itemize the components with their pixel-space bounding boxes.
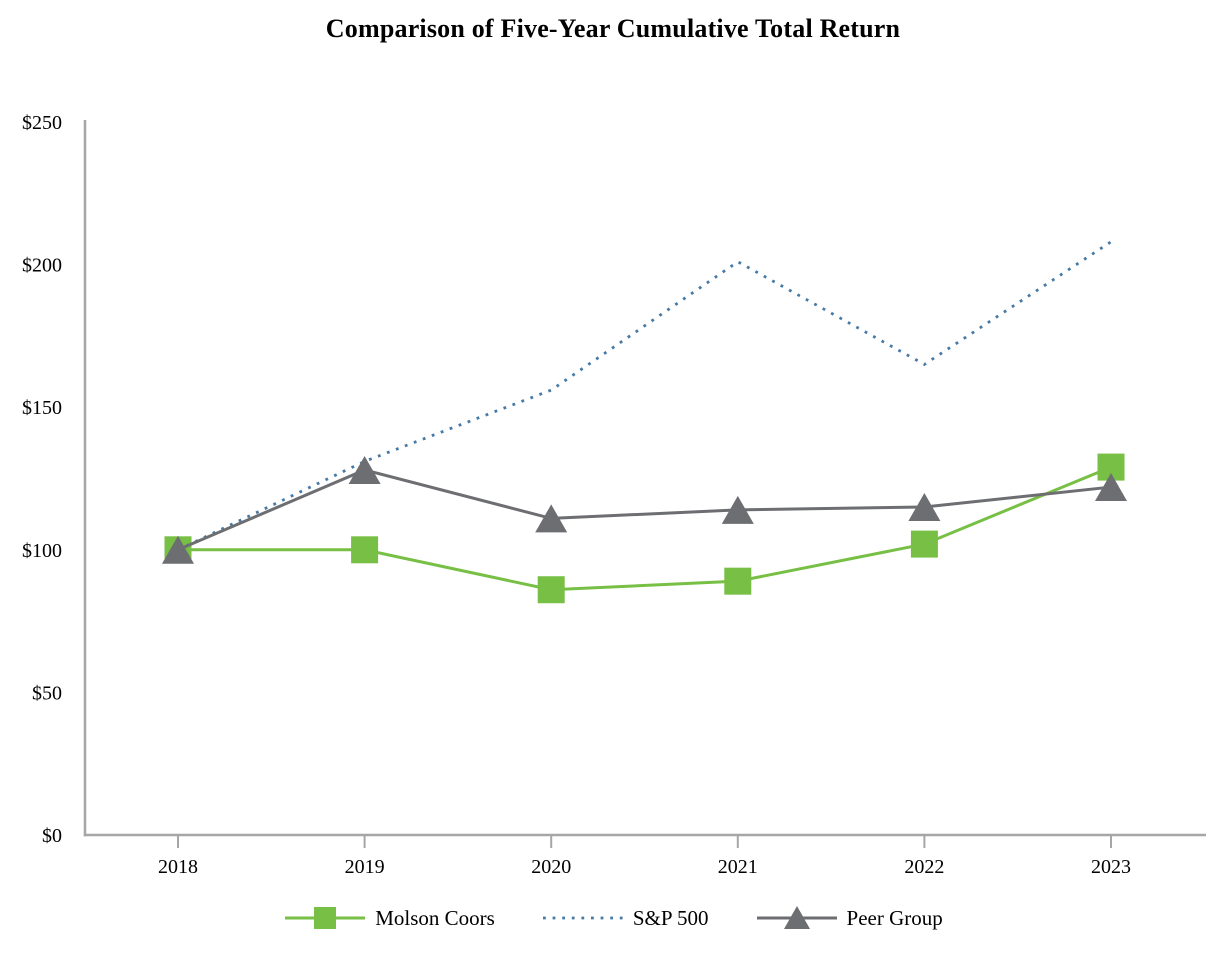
series-peer-group <box>162 455 1127 564</box>
x-tick-label: 2021 <box>718 856 758 878</box>
x-tick-label: 2019 <box>345 856 385 878</box>
chart-legend: Molson Coors S&P 500 Peer Group <box>0 903 1226 933</box>
axes <box>83 120 1206 837</box>
y-tick-label: $200 <box>22 255 62 277</box>
x-tick-label: 2023 <box>1091 856 1131 878</box>
legend-swatch-peer-group <box>756 906 837 929</box>
chart-title: Comparison of Five-Year Cumulative Total… <box>325 14 901 43</box>
series-molson-coors <box>164 453 1125 604</box>
series-s-p-500 <box>177 240 1112 552</box>
y-tick-label: $100 <box>22 540 62 562</box>
legend-swatch-molson-coors <box>285 907 366 929</box>
x-tick-label: 2018 <box>158 856 198 878</box>
x-axis-labels: 2018 2019 2020 2021 2022 2023 <box>158 836 1131 878</box>
legend-swatch-sp500 <box>542 916 623 920</box>
y-tick-label: $250 <box>22 112 62 134</box>
x-tick-label: 2020 <box>531 856 571 878</box>
line-chart-plot: $0 $50 $100 $150 $200 $250 2018 2019 2020 2021 202… <box>22 112 1206 878</box>
y-tick-label: $150 <box>22 397 62 419</box>
legend-item-sp500: S&P 500 <box>541 903 709 933</box>
legend-label-molson-coors: Molson Coors <box>375 905 495 930</box>
y-axis-labels: $0 $50 $100 $150 $200 $250 <box>22 112 62 847</box>
legend-label-peer-group: Peer Group <box>846 905 943 930</box>
y-tick-label: $50 <box>32 682 62 704</box>
y-tick-label: $0 <box>42 825 62 847</box>
x-tick-label: 2022 <box>904 856 944 878</box>
legend-label-sp500: S&P 500 <box>632 905 709 930</box>
legend-item-peer-group: Peer Group <box>755 903 943 933</box>
legend-item-molson-coors: Molson Coors <box>283 903 495 933</box>
